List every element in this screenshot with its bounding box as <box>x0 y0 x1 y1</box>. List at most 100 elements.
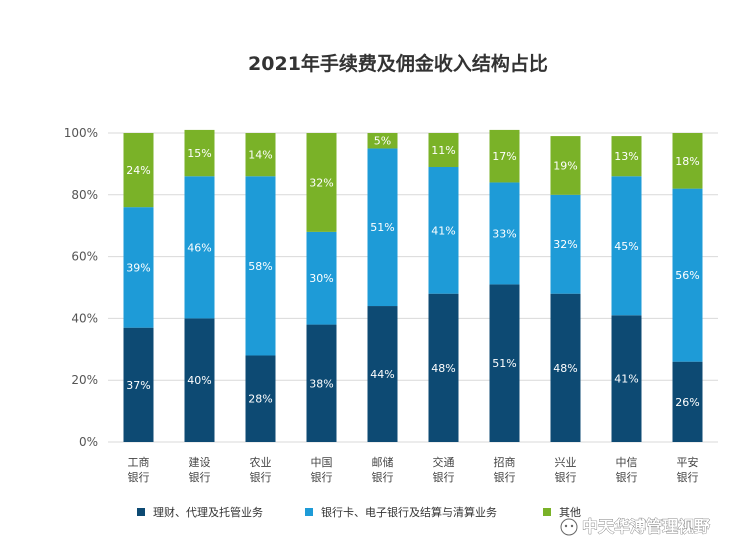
data-label: 41% <box>614 373 638 386</box>
x-tick-label: 银行 <box>555 470 577 484</box>
data-label: 17% <box>492 150 516 163</box>
bar-segment <box>367 133 398 149</box>
data-label: 41% <box>431 224 455 237</box>
bar-segment <box>184 129 215 177</box>
bar-segment <box>550 194 581 294</box>
y-axis: 0% 20% 40% 60% 80% 100% <box>64 126 98 449</box>
bar-segment <box>611 176 642 316</box>
y-tick-label: 80% <box>71 188 98 202</box>
bar-segment <box>611 315 642 442</box>
bar-segment <box>367 306 398 442</box>
bar-segment <box>306 324 337 442</box>
x-tick-label: 平安 <box>677 455 699 469</box>
data-label: 18% <box>675 155 699 168</box>
legend-swatch <box>305 508 313 516</box>
data-label: 48% <box>553 362 577 375</box>
y-tick-label: 20% <box>71 373 98 387</box>
watermark-text: 中天华溥管理视野 <box>582 517 710 536</box>
legend-swatch <box>543 508 551 516</box>
legend: 理财、代理及托管业务 银行卡、电子银行及结算与清算业务 其他 <box>137 505 581 519</box>
bar-segment <box>672 133 703 189</box>
bar-segment <box>184 176 215 319</box>
data-label: 56% <box>675 269 699 282</box>
bar-segment <box>123 327 154 442</box>
y-tick-label: 100% <box>64 126 98 140</box>
bar-segment <box>367 148 398 307</box>
data-label: 11% <box>431 144 455 157</box>
x-tick-label: 银行 <box>128 470 150 484</box>
x-tick-label: 建设 <box>189 455 211 469</box>
bar-segment <box>245 133 276 177</box>
wechat-icon-dot <box>564 524 568 528</box>
bar-segment <box>245 176 276 356</box>
y-tick-label: 0% <box>79 435 98 449</box>
data-label: 15% <box>187 147 211 160</box>
bar-segment <box>245 355 276 442</box>
x-tick-label: 交通 <box>433 455 455 469</box>
x-tick-label: 银行 <box>616 470 638 484</box>
bar-segment <box>306 133 337 232</box>
data-label: 33% <box>492 227 516 240</box>
bars: 37% 39% 24% 40% 46% 15% 28% 58% 14% 38% 30% 32% 44% 5… <box>123 129 703 442</box>
bar-segment <box>428 166 459 294</box>
data-label: 37% <box>126 379 150 392</box>
bar-segment <box>550 293 581 442</box>
data-label: 58% <box>248 260 272 273</box>
x-tick-label: 中信 <box>616 456 638 469</box>
x-tick-label: 招商 <box>494 455 516 469</box>
bar-segment <box>123 207 154 328</box>
data-label: 40% <box>187 374 211 387</box>
legend-label: 理财、代理及托管业务 <box>153 505 263 519</box>
x-tick-label: 邮储 <box>372 455 394 469</box>
bar-segment <box>428 133 459 167</box>
bar-segment <box>306 231 337 325</box>
data-label: 32% <box>553 238 577 251</box>
x-tick-label: 兴业 <box>555 456 577 469</box>
x-tick-label: 银行 <box>372 470 394 484</box>
data-label: 38% <box>309 377 333 390</box>
bar-segment <box>672 188 703 362</box>
bar-segment <box>611 136 642 177</box>
y-tick-label: 60% <box>71 250 98 264</box>
data-label: 24% <box>126 164 150 177</box>
x-tick-label: 银行 <box>494 470 516 484</box>
data-label: 45% <box>614 240 638 253</box>
data-label: 30% <box>309 272 333 285</box>
legend-label: 银行卡、电子银行及结算与清算业务 <box>321 505 497 519</box>
data-label: 51% <box>370 221 394 234</box>
legend-swatch <box>137 508 145 516</box>
chart-title: 2021年手续费及佣金收入结构占比 <box>248 52 548 75</box>
data-label: 32% <box>309 176 333 189</box>
x-tick-label: 工商 <box>128 455 150 469</box>
bar-segment <box>489 284 520 442</box>
x-tick-label: 中国 <box>311 456 333 469</box>
data-label: 26% <box>675 396 699 409</box>
x-tick-label: 银行 <box>250 470 272 484</box>
data-label: 39% <box>126 261 150 274</box>
data-label: 44% <box>370 368 394 381</box>
bar-segment <box>184 318 215 442</box>
legend-label: 其他 <box>559 506 581 519</box>
x-tick-label: 银行 <box>189 470 211 484</box>
wechat-icon <box>560 518 578 536</box>
y-tick-label: 40% <box>71 311 98 325</box>
wechat-icon-dot <box>570 524 574 528</box>
data-label: 48% <box>431 362 455 375</box>
bar-segment <box>428 293 459 442</box>
bar-segment <box>489 182 520 285</box>
data-label: 28% <box>248 393 272 406</box>
x-tick-label: 农业 <box>250 455 272 469</box>
x-tick-label: 银行 <box>433 470 455 484</box>
watermark: 中天华溥管理视野 <box>560 517 710 536</box>
bar-segment <box>123 133 154 208</box>
data-label: 14% <box>248 149 272 162</box>
x-tick-label: 银行 <box>311 470 333 484</box>
bar-segment <box>672 361 703 442</box>
data-label: 51% <box>492 357 516 370</box>
bar-segment <box>489 129 520 183</box>
x-tick-label: 银行 <box>677 470 699 484</box>
data-label: 13% <box>614 150 638 163</box>
bar-segment <box>550 136 581 195</box>
